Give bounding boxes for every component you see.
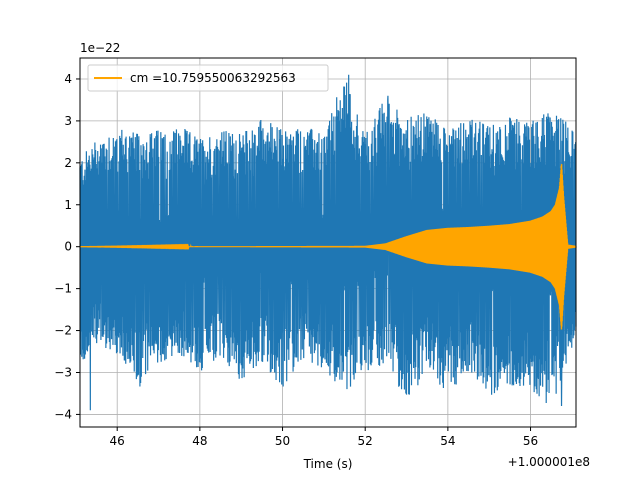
y-tick-label: −4 — [54, 407, 72, 421]
y-tick-label: −1 — [54, 282, 72, 296]
axes-frame — [79, 57, 577, 428]
legend-box — [87, 64, 329, 92]
template-series — [80, 164, 577, 330]
legend-label-template: cm =10.759550063292563 — [130, 71, 296, 85]
y-tick-label: −3 — [54, 365, 72, 379]
y-tick-label: −2 — [54, 324, 72, 338]
y-tick-label: 0 — [64, 240, 72, 254]
y-scale-label: 1e−22 — [80, 41, 120, 55]
x-tick-label: 46 — [110, 434, 125, 448]
x-tick-label: 56 — [523, 434, 538, 448]
x-tick-label: 54 — [440, 434, 455, 448]
y-tick-label: 3 — [64, 114, 72, 128]
x-tick-label: 52 — [358, 434, 373, 448]
axis-ticks: 46 48 50 52 54 56 −4 −3 −2 −1 0 1 2 3 4 — [54, 72, 538, 448]
legend: cm =10.759550063292563 — [87, 64, 329, 92]
y-tick-label: 4 — [64, 72, 72, 86]
x-tick-label: 48 — [192, 434, 207, 448]
y-tick-label: 2 — [64, 156, 72, 170]
x-axis-label: Time (s) — [303, 457, 353, 471]
x-offset-label: +1.000001e8 — [508, 455, 590, 469]
template-line — [80, 164, 577, 330]
x-tick-label: 50 — [275, 434, 290, 448]
y-tick-label: 1 — [64, 198, 72, 212]
